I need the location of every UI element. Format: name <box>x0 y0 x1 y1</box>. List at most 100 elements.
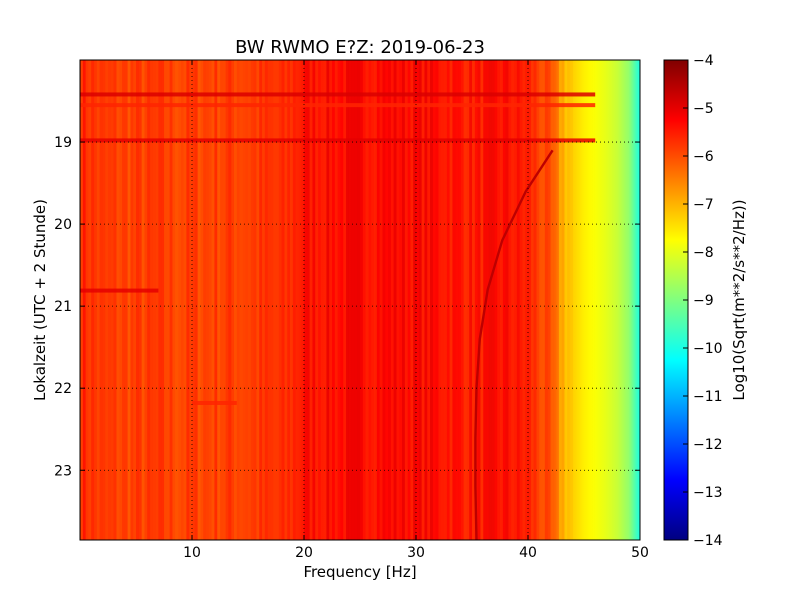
frequency-stripe <box>133 60 137 540</box>
horizontal-bands <box>80 92 596 405</box>
colorbar-tick-label: −10 <box>693 341 723 357</box>
frequency-stripe <box>217 60 221 540</box>
frequency-stripe <box>301 60 305 540</box>
frequency-stripe <box>203 60 207 540</box>
y-axis-label: Lokalzeit (UTC + 2 Stunde) <box>31 199 49 401</box>
frequency-stripe <box>178 60 181 540</box>
frequency-stripe <box>556 60 559 540</box>
frequency-stripe <box>150 60 153 540</box>
frequency-stripe <box>544 60 548 540</box>
frequency-stripes <box>80 60 573 540</box>
frequency-stripe <box>416 60 419 540</box>
frequency-stripe <box>169 60 173 540</box>
frequency-stripe <box>354 60 358 540</box>
frequency-stripe <box>446 60 450 540</box>
horizontal-band <box>80 103 596 108</box>
y-tick-label: 23 <box>54 463 72 479</box>
x-tick-label: 50 <box>631 545 649 561</box>
frequency-stripe <box>486 60 489 540</box>
frequency-stripe <box>88 60 92 540</box>
x-axis-ticks: 10 20 30 40 50 <box>183 60 649 561</box>
colorbar-tick-label: −8 <box>693 245 714 261</box>
frequency-stripe <box>483 60 487 540</box>
frequency-stripe <box>418 60 422 540</box>
colorbar-tick-label: −4 <box>693 53 714 69</box>
frequency-stripe <box>326 60 330 540</box>
frequency-stripe <box>514 60 517 540</box>
frequency-stripe <box>96 60 100 540</box>
frequency-stripe <box>138 60 142 540</box>
frequency-stripe <box>284 60 288 540</box>
frequency-stripe <box>197 60 201 540</box>
frequency-stripe <box>553 60 557 540</box>
frequency-stripe <box>172 60 176 540</box>
frequency-stripe <box>256 60 260 540</box>
frequency-stripe <box>334 60 338 540</box>
frequency-stripe <box>505 60 509 540</box>
y-tick-label: 19 <box>54 135 72 151</box>
frequency-stripe <box>262 60 265 540</box>
frequency-stripe <box>536 60 540 540</box>
frequency-stripe <box>180 60 184 540</box>
colorbar-tick-label: −12 <box>693 437 723 453</box>
frequency-stripe <box>208 60 212 540</box>
frequency-stripe <box>231 60 235 540</box>
frequency-stripe <box>281 60 285 540</box>
frequency-stripe <box>427 60 431 540</box>
x-tick-label: 20 <box>295 545 313 561</box>
frequency-stripe <box>376 60 380 540</box>
frequency-stripe <box>164 60 167 540</box>
frequency-stripe <box>315 60 319 540</box>
frequency-stripe <box>116 60 120 540</box>
frequency-stripe <box>542 60 545 540</box>
frequency-stripe <box>452 60 456 540</box>
frequency-stripe <box>564 60 568 540</box>
frequency-stripe <box>539 60 543 540</box>
frequency-stripe <box>102 60 106 540</box>
frequency-stripe <box>136 60 139 540</box>
frequency-stripe <box>211 60 215 540</box>
frequency-stripe <box>346 60 349 540</box>
frequency-stripe <box>547 60 551 540</box>
frequency-stripe <box>396 60 400 540</box>
frequency-stripe <box>533 60 537 540</box>
frequency-stripe <box>108 60 111 540</box>
frequency-stripe <box>329 60 333 540</box>
frequency-stripe <box>124 60 128 540</box>
frequency-stripe <box>105 60 109 540</box>
frequency-stripe <box>161 60 165 540</box>
frequency-stripe <box>516 60 520 540</box>
frequency-stripe <box>85 60 89 540</box>
frequency-stripe <box>287 60 291 540</box>
frequency-stripe <box>357 60 361 540</box>
frequency-stripe <box>152 60 156 540</box>
frequency-stripe <box>444 60 447 540</box>
plot-frame <box>79 59 641 541</box>
frequency-stripe <box>270 60 274 540</box>
frequency-stripe <box>122 60 125 540</box>
frequency-stripe <box>234 60 237 540</box>
colorbar-tick-label: −11 <box>693 389 723 405</box>
frequency-stripe <box>351 60 355 540</box>
frequency-stripe <box>561 60 565 540</box>
frequency-stripe <box>273 60 277 540</box>
frequency-stripe <box>192 60 195 540</box>
horizontal-band <box>80 92 596 97</box>
frequency-stripe <box>455 60 459 540</box>
frequency-stripe <box>528 60 531 540</box>
frequency-stripe <box>508 60 512 540</box>
frequency-stripe <box>225 60 229 540</box>
frequency-stripe <box>166 60 170 540</box>
frequency-stripe <box>183 60 187 540</box>
frequency-stripe <box>469 60 473 540</box>
plot-area <box>79 59 641 541</box>
colorbar-tick-label: −6 <box>693 149 714 165</box>
frequency-stripe <box>155 60 159 540</box>
frequency-stripe <box>567 60 571 540</box>
frequency-stripe <box>413 60 417 540</box>
frequency-stripe <box>94 60 97 540</box>
frequency-stripe <box>458 60 461 540</box>
frequency-stripe <box>276 60 279 540</box>
frequency-stripe <box>530 60 534 540</box>
frequency-stripe <box>404 60 408 540</box>
